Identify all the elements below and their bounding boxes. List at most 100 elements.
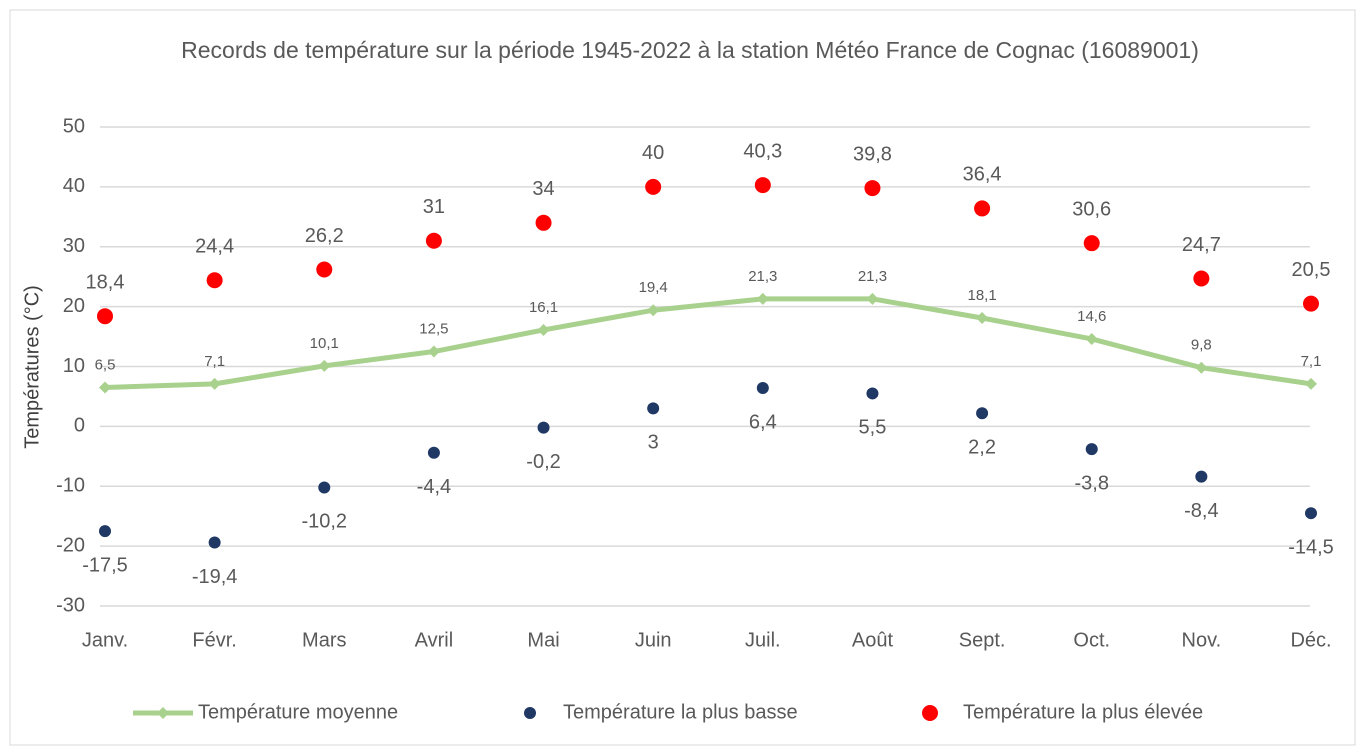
data-label: 20,5 [1292,259,1331,281]
marker [1303,295,1319,312]
marker [756,292,769,305]
marker [974,200,991,217]
marker [427,446,440,459]
data-label: -0,2 [526,451,560,473]
x-tick-label: Mai [527,629,559,651]
chart-title: Records de température sur la période 19… [181,37,1199,63]
marker [206,272,223,289]
marker [208,377,221,390]
legend-swatch [157,707,169,719]
marker [645,178,662,195]
x-tick-label: Nov. [1182,629,1222,651]
marker [537,421,550,434]
marker [1195,470,1208,483]
x-tick-label: Juil. [745,629,781,651]
marker [425,232,442,249]
data-label: 16,1 [529,299,558,316]
marker [976,312,989,325]
marker [318,359,331,372]
marker [318,481,331,494]
data-label: 6,4 [749,411,777,433]
y-tick-label: 30 [63,235,85,257]
marker [756,382,769,395]
data-label: 2,2 [968,436,996,458]
data-label: -8,4 [1184,500,1218,522]
x-tick-label: Avril [415,629,454,651]
y-tick-label: 40 [63,175,85,197]
data-label: 40,3 [743,140,782,162]
data-label: 24,4 [195,236,234,258]
y-tick-label: -10 [56,475,85,497]
legend-label: Température moyenne [198,701,398,723]
x-tick-label: Août [852,629,894,651]
marker [1193,270,1210,287]
legend-swatch [922,705,938,721]
marker [1195,361,1208,374]
y-axis-label: Températures (°C) [21,285,43,449]
x-tick-label: Oct. [1073,629,1110,651]
data-label: -17,5 [82,554,128,576]
data-label: 5,5 [859,417,887,439]
marker [976,407,989,420]
data-label: 21,3 [858,268,887,285]
chart-frame [9,9,1356,746]
data-label: 26,2 [305,225,344,247]
marker [427,345,440,358]
y-tick-label: 20 [63,295,85,317]
data-label: 19,4 [639,279,668,296]
data-label: 3 [648,432,659,454]
data-label: -3,8 [1074,472,1108,494]
line [104,296,1312,390]
data-label: 6,5 [95,356,116,373]
y-tick-label: -30 [56,594,85,616]
data-label: 18,4 [86,271,125,293]
x-tick-label: Févr. [192,629,236,651]
marker [535,214,552,231]
marker [647,304,660,317]
y-tick-label: 0 [74,415,85,437]
data-label: -10,2 [301,511,347,533]
data-label: 12,5 [419,321,448,338]
data-label: 7,1 [204,353,225,370]
data-label: 21,3 [748,268,777,285]
x-tick-label: Sept. [959,629,1006,651]
marker [866,387,879,400]
marker [647,402,660,415]
data-label: 18,1 [967,287,996,304]
legend-label: Température la plus basse [563,701,798,723]
legend-swatch [524,707,536,719]
marker [754,177,771,194]
x-tick-label: Mars [302,629,346,651]
data-label: 40 [642,142,664,164]
x-tick-label: Déc. [1290,629,1331,651]
marker [1085,332,1098,345]
data-label: 24,7 [1182,234,1221,256]
data-label: 34 [532,178,554,200]
data-label: -14,5 [1288,536,1334,558]
marker [537,323,550,336]
data-label: -19,4 [192,566,238,588]
legend-label: Température la plus élevée [963,701,1203,723]
x-tick-label: Juin [635,629,672,651]
data-label: 30,6 [1072,198,1111,220]
data-label: 9,8 [1191,337,1212,354]
marker [208,536,221,549]
y-tick-label: -20 [56,534,85,556]
marker [97,308,113,325]
marker [1305,507,1317,520]
marker [1305,377,1317,390]
y-tick-label: 50 [63,115,85,137]
marker [864,180,881,197]
marker [1083,235,1100,252]
marker [866,292,879,305]
data-label: 10,1 [310,335,339,352]
y-tick-label: 10 [63,355,85,377]
marker [99,525,111,538]
marker [99,381,111,394]
data-label: -4,4 [417,476,451,498]
data-label: 14,6 [1077,308,1106,325]
marker [1085,443,1098,456]
data-label: 7,1 [1301,353,1322,370]
